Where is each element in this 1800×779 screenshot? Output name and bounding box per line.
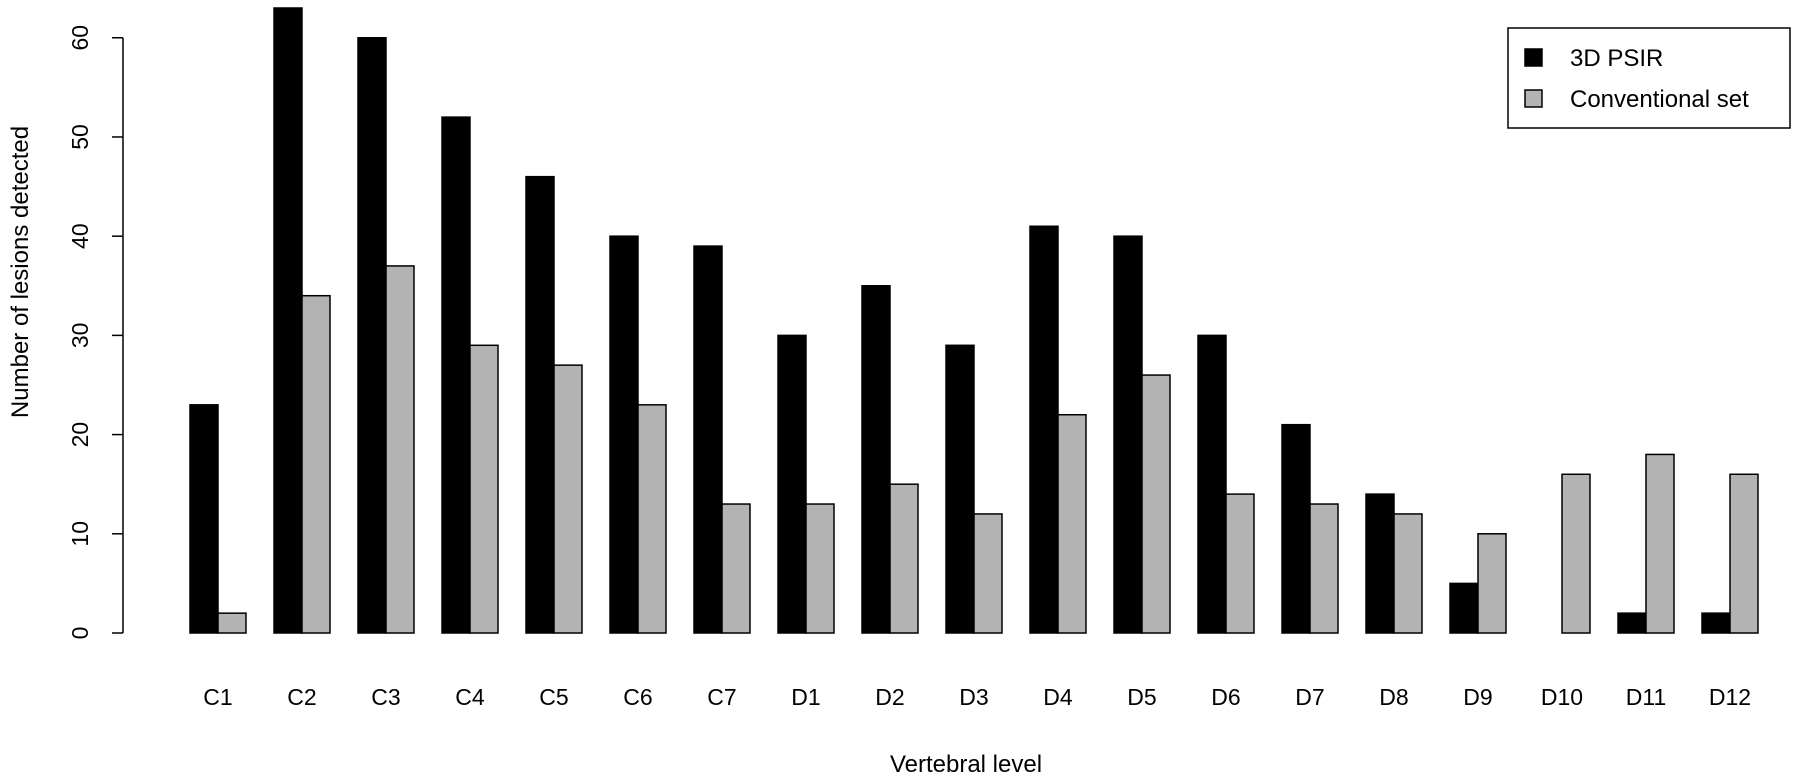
x-axis-labels: C1 C2 C3 C4 C5 C6 C7 D1 D2 D3 D4 D5 D6 D7 D8 D9 D10 D11 D1… [203, 684, 1751, 710]
bar-3d-psir-d11 [1617, 612, 1647, 634]
legend-swatch-conventional-set [1524, 89, 1543, 108]
legend: 3D PSIR Conventional set [1507, 27, 1791, 129]
bar-conventional-set-c2 [301, 294, 331, 634]
bar-3d-psir-d3 [945, 344, 975, 634]
legend-label-3d-psir: 3D PSIR [1570, 45, 1663, 72]
bar-conventional-set-d3 [973, 513, 1003, 634]
bar-conventional-set-d10 [1561, 473, 1591, 634]
bar-conventional-set-d4 [1057, 413, 1087, 634]
legend-swatch-3d-psir [1524, 48, 1543, 67]
bar-conventional-set-c7 [721, 503, 751, 634]
x-axis-title: Vertebral level [890, 751, 1042, 778]
bars-layer [189, 7, 1759, 634]
x-tick-label-d11: D11 [1626, 684, 1667, 710]
y-tick-label: 50 [67, 124, 93, 150]
bar-conventional-set-c5 [553, 364, 583, 634]
bar-conventional-set-d12 [1729, 473, 1759, 634]
bar-conventional-set-d6 [1225, 493, 1255, 634]
bar-conventional-set-d2 [889, 483, 919, 634]
x-tick-label-d5: D5 [1127, 684, 1156, 710]
x-tick-label-c7: C7 [707, 684, 736, 710]
legend-label-conventional-set: Conventional set [1570, 86, 1749, 113]
x-tick-label-c6: C6 [623, 684, 652, 710]
bar-3d-psir-c4 [441, 116, 471, 634]
bar-3d-psir-d4 [1029, 225, 1059, 634]
x-tick-label-d12: D12 [1709, 684, 1751, 710]
y-tick-label: 40 [67, 223, 93, 249]
bar-3d-psir-c3 [357, 37, 387, 634]
y-tick-label: 30 [67, 323, 93, 349]
bar-3d-psir-d2 [861, 285, 891, 634]
bar-conventional-set-c4 [469, 344, 499, 634]
y-axis: 0 10 20 30 40 50 60 [67, 25, 124, 640]
bar-3d-psir-d12 [1701, 612, 1731, 634]
bar-3d-psir-c5 [525, 175, 555, 634]
x-tick-label-c1: C1 [203, 684, 232, 710]
x-tick-label-d8: D8 [1379, 684, 1408, 710]
bar-3d-psir-d6 [1197, 334, 1227, 634]
legend-box [1507, 27, 1791, 129]
x-tick-label-c4: C4 [455, 684, 485, 710]
x-tick-label-c2: C2 [287, 684, 316, 710]
bar-3d-psir-c7 [693, 245, 723, 634]
bar-conventional-set-d11 [1645, 453, 1675, 634]
x-tick-label-d4: D4 [1043, 684, 1073, 710]
y-tick-label: 20 [67, 422, 93, 448]
y-tick-label: 10 [67, 521, 93, 547]
x-tick-label-d3: D3 [959, 684, 988, 710]
bar-conventional-set-c3 [385, 265, 415, 634]
bar-3d-psir-d8 [1365, 493, 1395, 634]
bar-conventional-set-d5 [1141, 374, 1171, 634]
bar-conventional-set-d1 [805, 503, 835, 634]
bar-3d-psir-d9 [1449, 582, 1479, 634]
y-tick-label: 60 [67, 25, 93, 51]
bar-3d-psir-c1 [189, 404, 219, 634]
y-tick-label: 0 [67, 627, 93, 640]
bar-conventional-set-c1 [217, 612, 247, 634]
bar-3d-psir-c6 [609, 235, 639, 634]
bar-3d-psir-d7 [1281, 423, 1311, 634]
x-tick-label-c3: C3 [371, 684, 400, 710]
y-axis-title: Number of lesions detected [7, 126, 34, 418]
bar-3d-psir-c2 [273, 7, 303, 634]
x-tick-label-d9: D9 [1463, 684, 1492, 710]
x-tick-label-d2: D2 [875, 684, 904, 710]
x-tick-label-d7: D7 [1295, 684, 1324, 710]
x-tick-label-d6: D6 [1211, 684, 1240, 710]
bar-3d-psir-d5 [1113, 235, 1143, 634]
bar-conventional-set-d9 [1477, 533, 1507, 634]
bar-conventional-set-d7 [1309, 503, 1339, 634]
bar-3d-psir-d1 [777, 334, 807, 634]
x-tick-label-d1: D1 [791, 684, 820, 710]
bar-conventional-set-d8 [1393, 513, 1423, 634]
bar-conventional-set-c6 [637, 404, 667, 634]
x-tick-label-d10: D10 [1541, 684, 1583, 710]
x-tick-label-c5: C5 [539, 684, 568, 710]
